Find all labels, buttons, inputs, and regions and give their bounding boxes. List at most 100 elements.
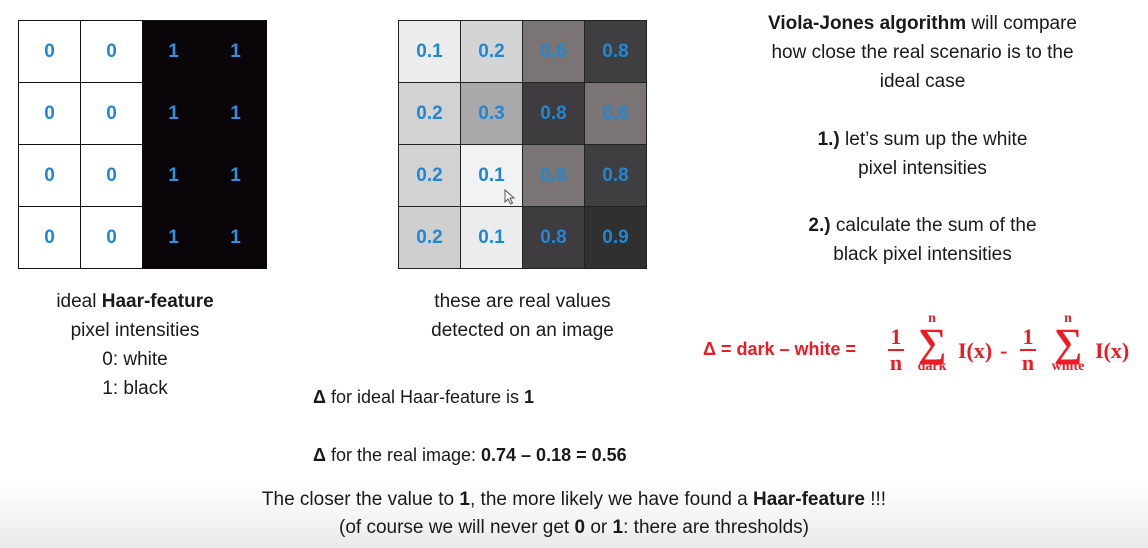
sigma-symbol: ∑: [1053, 320, 1083, 365]
fraction-bar: [1020, 349, 1036, 351]
ideal-caption-line2: pixel intensities: [70, 320, 200, 341]
real-caption-line2: detected on an image: [431, 320, 614, 341]
sum-upper-limit: n: [1064, 311, 1072, 326]
ideal-grid-cell: 0: [19, 207, 81, 269]
ideal-grid-cell: 0: [81, 21, 143, 83]
conclusion2-text-e: : there are thresholds): [623, 517, 809, 538]
real-grid-cell: 0.1: [461, 207, 523, 269]
fraction-numerator: 1: [1022, 324, 1034, 349]
formula-term-white: I(x): [1095, 338, 1130, 363]
real-caption-line1: these are real values: [434, 291, 611, 312]
real-grid-cell: 0.6: [523, 145, 585, 207]
formula-fraction-dark: 1 n: [888, 326, 904, 374]
real-grid-cell: 0.2: [399, 207, 461, 269]
step-one: 1.) let’s sum up the white pixel intensi…: [770, 125, 1075, 183]
ideal-caption-prefix: ideal: [56, 291, 102, 312]
delta-real-statement: Δ for the real image: 0.74 – 0.18 = 0.56: [313, 442, 627, 468]
ideal-grid-cell: 1: [205, 145, 267, 207]
intro-bold: Viola-Jones algorithm: [767, 13, 967, 34]
conclusion-line2: (of course we will never get 0 or 1: the…: [0, 514, 1148, 542]
conclusion-haar-feature: Haar-feature: [753, 489, 865, 510]
sum-lower-white: white: [1051, 359, 1085, 374]
conclusion2-text-c: or: [585, 517, 613, 538]
real-grid-cell: 0.8: [585, 21, 647, 83]
ideal-grid-cell: 1: [205, 83, 267, 145]
step-one-number: 1.): [817, 129, 840, 150]
fraction-denominator: n: [1021, 350, 1035, 375]
real-grid-cell: 0.1: [461, 145, 523, 207]
formula-term-dark: I(x): [958, 338, 993, 363]
ideal-caption-line3: 0: white: [102, 349, 168, 370]
conclusion2-text-a: (of course we will never get: [339, 517, 575, 538]
conclusion-text-e: !!!: [864, 489, 887, 510]
intro-rest: will compare: [966, 13, 1077, 34]
conclusion-text-a: The closer the value to: [261, 489, 460, 510]
step-two: 2.) calculate the sum of the black pixel…: [770, 211, 1075, 269]
bottom-band: [0, 478, 1148, 548]
ideal-grid-cell: 0: [81, 145, 143, 207]
delta-symbol: Δ: [313, 445, 326, 465]
mouse-cursor-icon: [504, 189, 516, 205]
real-grid-cell: 0.6: [523, 21, 585, 83]
ideal-caption: ideal Haar-feature pixel intensities 0: …: [30, 287, 240, 403]
delta-symbol: Δ: [313, 387, 326, 407]
delta-real-value: 0.74 – 0.18 = 0.56: [481, 445, 627, 465]
ideal-grid-cell: 0: [81, 207, 143, 269]
delta-formula: Δ = dark – white = 1 n n ∑ dark I(x) - 1…: [700, 312, 1140, 394]
fraction-numerator: 1: [890, 324, 902, 349]
real-grid-cell: 0.2: [399, 145, 461, 207]
delta-real-text: for the real image:: [325, 445, 482, 465]
conclusion-text-c: , the more likely we have found a: [469, 489, 754, 510]
ideal-grid-cell: 0: [81, 83, 143, 145]
conclusion2-one: 1: [612, 517, 624, 538]
intro-line2: how close the real scenario is to the: [771, 42, 1074, 63]
ideal-caption-bold: Haar-feature: [101, 291, 214, 312]
real-values-grid: 0.1 0.2 0.6 0.8 0.2 0.3 0.8 0.6 0.2 0.1 0.6 0.8 0.2 0…: [398, 20, 647, 269]
step-two-number: 2.): [808, 215, 831, 236]
ideal-grid-cell: 0: [19, 83, 81, 145]
step-two-text1: calculate the sum of the: [830, 215, 1037, 236]
ideal-grid-cell: 1: [143, 83, 205, 145]
formula-lhs: Δ = dark – white =: [703, 339, 856, 359]
delta-ideal-value: 1: [524, 387, 535, 407]
sum-lower-dark: dark: [917, 359, 947, 374]
step-one-text1: let’s sum up the white: [839, 129, 1028, 150]
ideal-caption-line4: 1: black: [102, 378, 168, 399]
conclusion2-zero: 0: [574, 517, 586, 538]
fraction-denominator: n: [889, 350, 903, 375]
ideal-grid-cell: 0: [19, 21, 81, 83]
fraction-bar: [888, 349, 904, 351]
real-grid-cell: 0.8: [523, 207, 585, 269]
real-grid-cell: 0.9: [585, 207, 647, 269]
intro-text: Viola-Jones algorithm will compare how c…: [735, 9, 1110, 96]
step-two-text2: black pixel intensities: [833, 244, 1012, 265]
ideal-grid-cell: 0: [19, 145, 81, 207]
ideal-grid-cell: 1: [143, 145, 205, 207]
real-caption: these are real values detected on an ima…: [380, 287, 665, 345]
conclusion-line1: The closer the value to 1, the more like…: [0, 486, 1148, 514]
formula-fraction-white: 1 n: [1020, 326, 1036, 374]
delta-ideal-statement: Δ for ideal Haar-feature is 1: [313, 384, 534, 410]
real-grid-cell: 0.6: [585, 83, 647, 145]
ideal-grid-cell: 1: [143, 207, 205, 269]
real-grid-cell: 0.2: [399, 83, 461, 145]
real-grid-cell: 0.1: [399, 21, 461, 83]
ideal-grid-cell: 1: [205, 207, 267, 269]
real-grid-cell: 0.8: [585, 145, 647, 207]
ideal-grid-cell: 1: [143, 21, 205, 83]
real-grid-cell: 0.3: [461, 83, 523, 145]
real-grid-cell: 0.2: [461, 21, 523, 83]
step-one-text2: pixel intensities: [858, 158, 987, 179]
sigma-symbol: ∑: [917, 320, 947, 365]
sum-white: n ∑ white: [1043, 312, 1093, 374]
sum-upper-limit: n: [928, 311, 936, 326]
ideal-grid-cell: 1: [205, 21, 267, 83]
real-grid-cell: 0.8: [523, 83, 585, 145]
formula-minus: -: [1000, 338, 1008, 363]
intro-line3: ideal case: [879, 71, 966, 92]
delta-ideal-text: for ideal Haar-feature is: [325, 387, 525, 407]
sum-dark: n ∑ dark: [907, 312, 957, 374]
conclusion-value-one: 1: [459, 489, 470, 510]
